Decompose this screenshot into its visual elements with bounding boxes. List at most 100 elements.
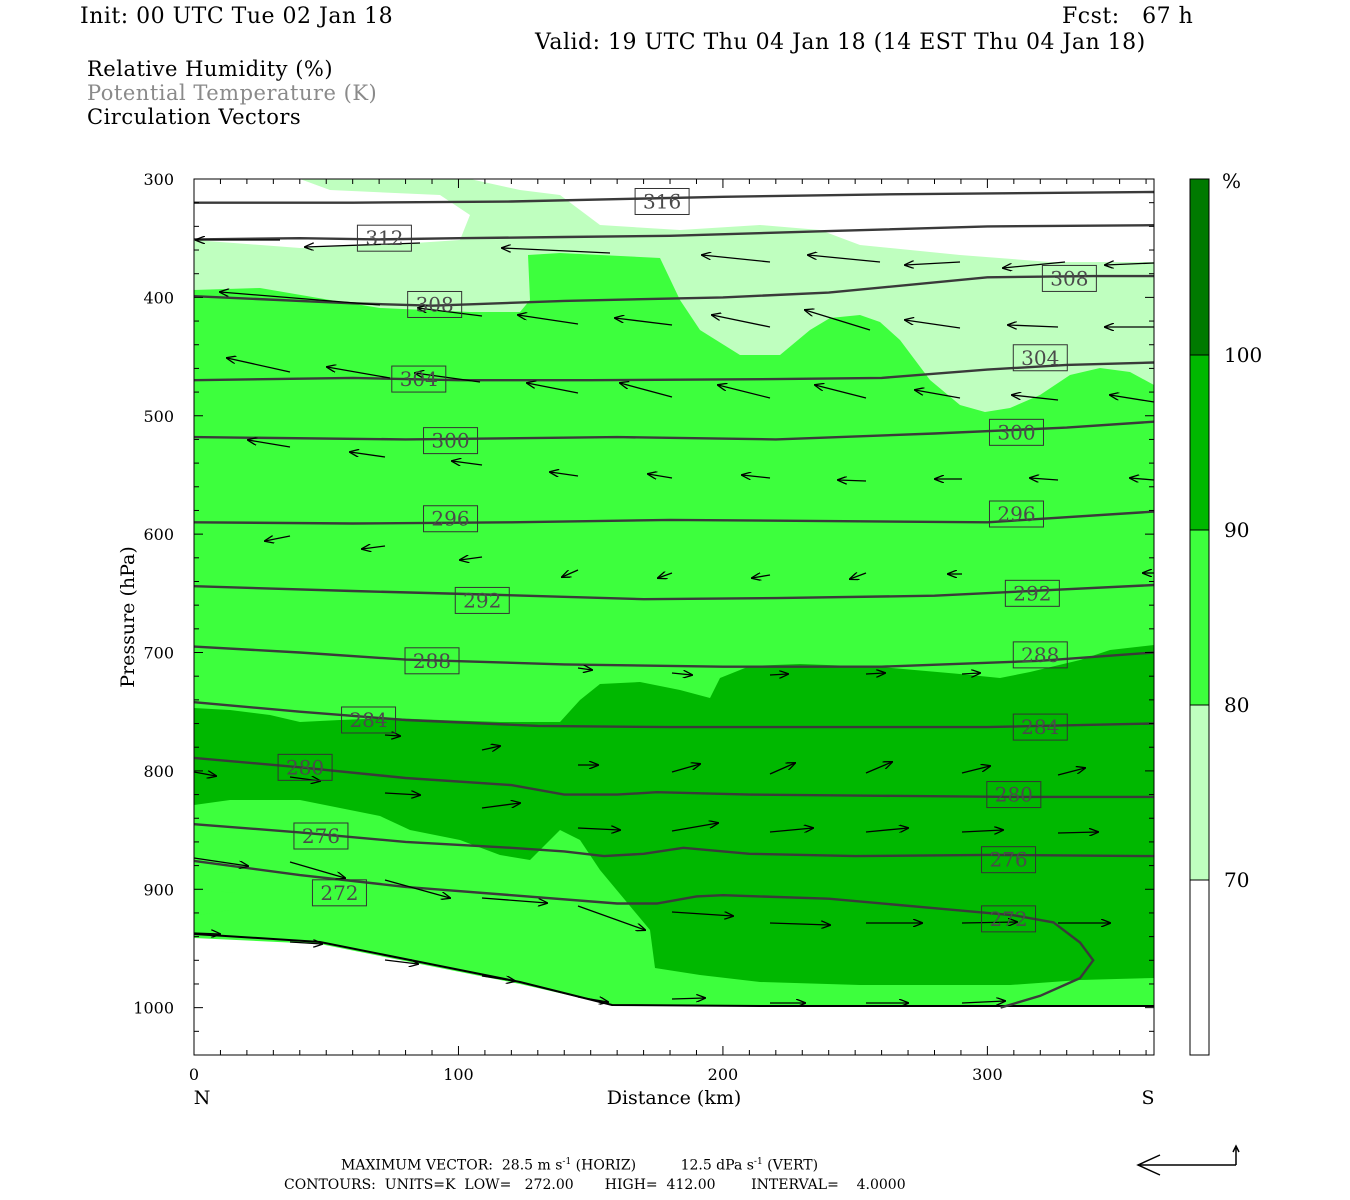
theta-contour-316 [194, 190, 1154, 204]
vector [752, 575, 771, 578]
vector [327, 367, 391, 379]
theta-label-box [391, 365, 447, 393]
footer-contours: CONTOURS: UNITS=K LOW= 272.00 HIGH= 412.… [284, 1177, 906, 1193]
vector [481, 803, 520, 809]
theta-label-box [277, 753, 333, 781]
vector [905, 262, 961, 265]
theta-contour-labels: 272 272 276 276 280 280 284 284 288 288 292 292 296 2… [277, 187, 1097, 933]
vector [350, 452, 386, 458]
theta-contour-300 [194, 420, 1154, 441]
vector [615, 318, 673, 326]
vector [362, 546, 386, 549]
x-tick-label: 300 [972, 1065, 1003, 1084]
vector [418, 308, 483, 317]
theta-contour-label-280: 280 [277, 753, 333, 781]
theta-contour-284 [194, 701, 1154, 729]
vector [289, 861, 345, 878]
vector [620, 383, 673, 398]
field-label-rh: Relative Humidity (%) [87, 57, 334, 81]
vector [384, 735, 400, 736]
theta-label-box [1004, 579, 1060, 607]
theta-contour-label-308: 308 [407, 290, 463, 318]
theta-label-text: 276 [302, 824, 340, 848]
vector [518, 315, 579, 325]
theta-label-box [1012, 344, 1068, 372]
vector [527, 383, 579, 394]
theta-contour-label-292: 292 [1004, 579, 1060, 607]
x-tick-label: 200 [708, 1065, 739, 1084]
y-tick-label: 600 [143, 525, 174, 544]
vector [577, 905, 645, 930]
vector [577, 668, 592, 670]
field-label-vectors: Circulation Vectors [87, 105, 302, 129]
theta-label-box [1012, 641, 1068, 669]
vector [850, 573, 867, 579]
theta-label-text: 296 [431, 507, 469, 531]
vector [865, 828, 908, 832]
theta-label-box [981, 846, 1037, 874]
y-tick-label: 700 [143, 644, 174, 663]
y-tick-label: 300 [143, 170, 174, 189]
vector [671, 764, 700, 773]
y-axis-title: Pressure (hPa) [117, 546, 139, 688]
theta-label-box [407, 290, 463, 318]
theta-contour-label-288: 288 [404, 647, 460, 675]
footer-max-vector-horiz: MAXIMUM VECTOR: 28.5 m s [341, 1157, 563, 1174]
theta-contour-label-312: 312 [356, 224, 412, 252]
vector [265, 536, 291, 541]
rh-shading [194, 179, 1154, 1055]
vector [658, 573, 673, 578]
theta-contour-312 [194, 224, 1154, 241]
vector [1003, 261, 1066, 268]
vector [742, 475, 771, 478]
theta-contour-272 [194, 859, 1095, 1009]
vector [805, 310, 871, 331]
theta-contour-label-316: 316 [634, 187, 690, 215]
theta-label-box [293, 822, 349, 850]
theta-label-box [311, 879, 367, 907]
vector [905, 320, 961, 329]
vector [769, 923, 830, 925]
theta-contour-label-296: 296 [423, 505, 479, 533]
vector [769, 828, 813, 832]
vector [702, 255, 771, 263]
theta-label-text: 288 [413, 649, 451, 673]
theta-label-text: 308 [1050, 266, 1088, 290]
vector [961, 673, 980, 674]
endpoint-north: N [194, 1087, 211, 1109]
vector [452, 461, 483, 465]
theta-label-text: 308 [416, 292, 454, 316]
vector [961, 922, 1017, 923]
reference-vector [1136, 1144, 1240, 1176]
vector [648, 474, 673, 478]
theta-contour-label-300: 300 [423, 427, 479, 455]
theta-contour-label-272: 272 [311, 879, 367, 907]
theta-label-text: 296 [997, 502, 1035, 526]
colorbar-band [1190, 705, 1209, 880]
theta-contour-label-276: 276 [981, 846, 1037, 874]
below-ground [194, 938, 1154, 1055]
vector [1012, 395, 1059, 401]
theta-contour-label-292: 292 [454, 586, 510, 614]
theta-label-box [634, 187, 690, 215]
vector [193, 933, 220, 934]
vector [1105, 263, 1155, 265]
theta-contour-label-308: 308 [1041, 264, 1097, 292]
colorbar-tick-label: 100 [1224, 343, 1262, 367]
theta-contour-276 [194, 823, 1154, 858]
y-tick-label: 400 [143, 288, 174, 307]
vector [712, 315, 771, 328]
reference-vector-up-arrowhead [1232, 1144, 1240, 1153]
x-axis-title: Distance (km) [607, 1087, 742, 1109]
colorbar: 70 80 90 100% [1189, 169, 1262, 1056]
circulation-vectors [193, 240, 1155, 1003]
colorbar-tick-label: 90 [1224, 518, 1249, 542]
vector [1008, 325, 1059, 327]
theta-label-box [981, 905, 1037, 933]
vector [838, 480, 867, 481]
theta-label-box [1041, 264, 1097, 292]
vector [769, 674, 788, 675]
theta-contour-308 [194, 274, 1154, 307]
vector [550, 472, 579, 476]
vector [961, 1001, 1005, 1003]
